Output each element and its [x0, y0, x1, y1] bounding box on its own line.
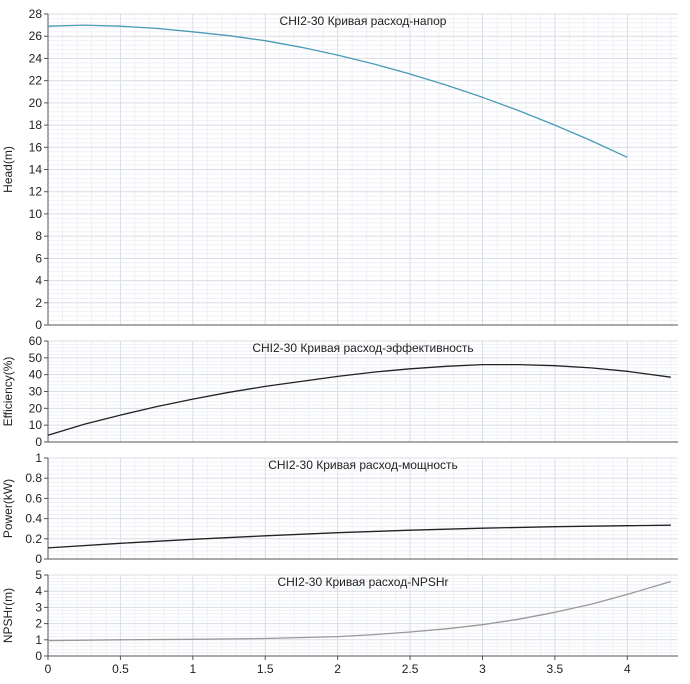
y-tick-label: 10 — [29, 207, 43, 221]
y-tick-label: 20 — [29, 96, 43, 110]
y-tick-label: 1 — [35, 633, 42, 647]
chart-title: CHI2-30 Кривая расход-мощность — [268, 458, 458, 472]
series-line — [47, 24, 628, 158]
y-tick-label: 12 — [29, 185, 43, 199]
y-tick-label: 4 — [35, 584, 42, 598]
y-tick-label: 24 — [29, 51, 43, 65]
y-tick-label: 10 — [29, 418, 43, 432]
x-tick-label: 3 — [479, 662, 486, 676]
y-axis-label: NPSHr(m) — [1, 588, 15, 643]
y-axis-label: Power(kW) — [1, 479, 15, 538]
y-tick-label: 16 — [29, 140, 43, 154]
y-tick-label: 22 — [29, 74, 43, 88]
y-tick-label: 2 — [35, 617, 42, 631]
y-tick-label: 0.4 — [25, 512, 42, 526]
y-tick-label: 20 — [29, 401, 43, 415]
y-tick-label: 8 — [35, 229, 42, 243]
chart-title: CHI2-30 Кривая расход-эффективность — [252, 341, 473, 355]
y-tick-label: 0 — [35, 318, 42, 332]
x-tick-label: 2 — [334, 662, 341, 676]
y-tick-label: 6 — [35, 251, 42, 265]
series-line — [47, 580, 671, 642]
x-tick-label: 4 — [624, 662, 631, 676]
chart-title: CHI2-30 Кривая расход-NPSHr — [277, 575, 448, 589]
y-tick-label: 2 — [35, 296, 42, 310]
y-tick-label: 3 — [35, 600, 42, 614]
y-tick-label: 0 — [35, 649, 42, 663]
x-tick-label: 1.5 — [257, 662, 274, 676]
chart-title: CHI2-30 Кривая расход-напор — [280, 14, 447, 28]
y-tick-label: 4 — [35, 274, 42, 288]
y-tick-label: 0.6 — [25, 491, 42, 505]
y-tick-label: 1 — [35, 451, 42, 465]
y-tick-label: 50 — [29, 351, 43, 365]
series-line — [47, 524, 671, 549]
x-tick-label: 0.5 — [112, 662, 129, 676]
y-tick-label: 30 — [29, 385, 43, 399]
y-tick-label: 5 — [35, 568, 42, 582]
x-tick-label: 1 — [189, 662, 196, 676]
y-tick-label: 40 — [29, 368, 43, 382]
x-tick-label: 0 — [45, 662, 52, 676]
y-tick-label: 0.8 — [25, 471, 42, 485]
y-tick-label: 26 — [29, 29, 43, 43]
y-tick-label: 0 — [35, 435, 42, 449]
y-tick-label: 28 — [29, 7, 43, 21]
x-tick-label: 2.5 — [402, 662, 419, 676]
y-tick-label: 0 — [35, 552, 42, 566]
y-tick-label: 60 — [29, 334, 43, 348]
series-line — [47, 363, 671, 436]
x-tick-label: 3.5 — [547, 662, 564, 676]
y-axis-label: Efficiency(%) — [1, 357, 15, 427]
y-tick-label: 14 — [29, 163, 43, 177]
y-tick-label: 18 — [29, 118, 43, 132]
y-tick-label: 0.2 — [25, 532, 42, 546]
y-axis-label: Head(m) — [1, 146, 15, 193]
